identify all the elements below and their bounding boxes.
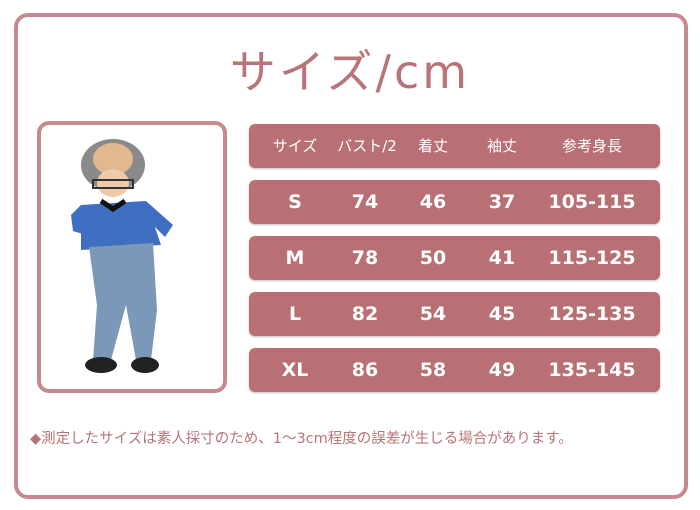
cell-height: 105-115 [548, 191, 636, 213]
cell-size: XL [281, 359, 309, 381]
page-title: サイズ/cm [229, 45, 471, 99]
cell-sleeve: 45 [488, 303, 516, 325]
measurement-note: ◆測定したサイズは素人採寸のため、1～3cm程度の誤差が生じる場合があります。 [30, 431, 573, 447]
product-photo [37, 121, 227, 393]
table-row: XL 86 58 49 135-145 [249, 348, 660, 392]
header-size: サイズ [272, 137, 318, 155]
header-sleeve: 袖丈 [486, 137, 518, 155]
cell-sleeve: 41 [488, 247, 516, 269]
table-row: L 82 54 45 125-135 [249, 292, 660, 336]
table-header-row: サイズ バスト/2 着丈 袖丈 参考身長 [249, 124, 660, 168]
cell-sleeve: 37 [488, 191, 516, 213]
header-bust: バスト/2 [337, 137, 397, 155]
header-length: 着丈 [417, 137, 449, 155]
cell-bust: 82 [351, 303, 379, 325]
cell-length: 54 [419, 303, 447, 325]
cell-length: 58 [419, 359, 447, 381]
header-height: 参考身長 [561, 137, 623, 155]
cell-sleeve: 49 [488, 359, 516, 381]
outer-frame [14, 13, 688, 499]
cell-length: 46 [419, 191, 447, 213]
cell-size: L [288, 303, 302, 325]
cell-height: 115-125 [548, 247, 636, 269]
table-row: S 74 46 37 105-115 [249, 180, 660, 224]
cell-size: S [288, 191, 302, 213]
cell-size: M [285, 247, 305, 269]
cell-height: 135-145 [548, 359, 636, 381]
cell-bust: 86 [351, 359, 379, 381]
cell-length: 50 [419, 247, 447, 269]
cell-bust: 74 [351, 191, 379, 213]
table-row: M 78 50 41 115-125 [249, 236, 660, 280]
cell-bust: 78 [351, 247, 379, 269]
cell-height: 125-135 [548, 303, 636, 325]
